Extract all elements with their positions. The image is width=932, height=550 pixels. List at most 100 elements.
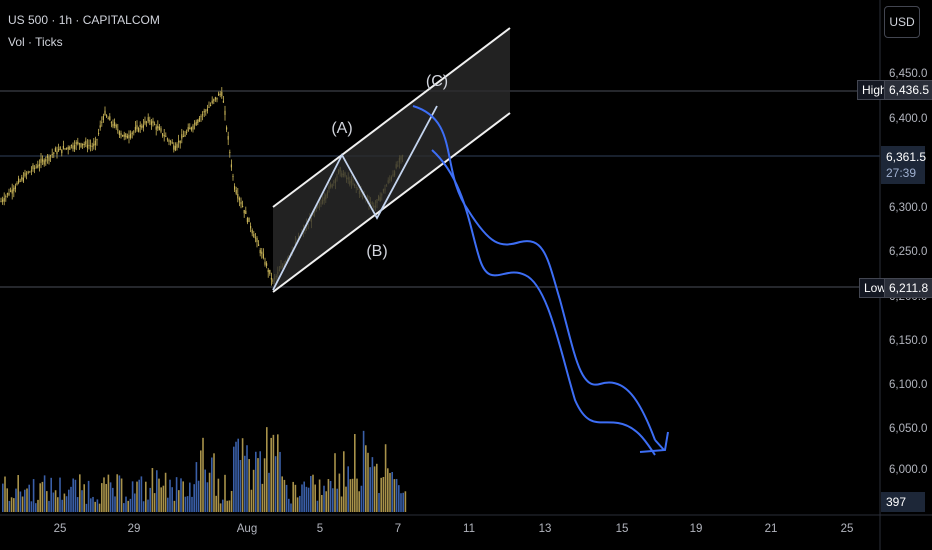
volume-bar <box>281 476 283 512</box>
volume-bar <box>156 470 158 512</box>
volume-bar <box>43 475 46 512</box>
volume-bar <box>15 488 17 512</box>
volume-bar <box>272 434 275 512</box>
volume-bar <box>252 469 255 512</box>
candle-body <box>93 143 95 147</box>
volume-bar <box>378 493 380 512</box>
time-tick: 7 <box>394 523 402 535</box>
volume-bar <box>208 472 211 512</box>
candle-body <box>226 127 228 130</box>
volume-bar <box>402 492 404 512</box>
candle-body <box>19 180 21 182</box>
candle-body <box>269 269 271 274</box>
candle-body <box>206 108 208 111</box>
volume-bar <box>360 485 363 512</box>
volume-bar <box>17 475 19 512</box>
volume-bar <box>131 481 134 512</box>
volume-bar <box>180 478 182 512</box>
price-tick-6050: 6,050.0 <box>889 423 928 435</box>
volume-bar <box>145 481 147 512</box>
candle-body <box>74 144 76 150</box>
volume-bar <box>389 472 391 512</box>
volume-bar <box>270 437 272 512</box>
candle-body <box>102 115 104 120</box>
candle-body <box>139 124 141 127</box>
candle-body <box>91 145 93 147</box>
volume-bar <box>400 493 402 512</box>
volume-bar <box>277 434 279 512</box>
candle-body <box>118 131 120 135</box>
candle-body <box>157 126 159 129</box>
candle-body <box>229 152 231 154</box>
candle-body <box>186 131 188 133</box>
candle-body <box>147 117 149 122</box>
volume-bar <box>68 489 70 512</box>
candle-body <box>256 237 258 242</box>
volume-bar <box>28 484 30 512</box>
volume-bar <box>226 500 228 512</box>
volume-bar <box>327 479 330 512</box>
time-tick: 19 <box>689 523 703 535</box>
volume-bar <box>376 463 378 512</box>
candle-body <box>242 206 244 208</box>
volume-bar <box>147 499 149 512</box>
volume-indicator-label[interactable]: Vol · Ticks <box>8 35 63 49</box>
volume-bar <box>79 474 81 512</box>
candle-body <box>224 110 226 115</box>
volume-bar <box>169 479 171 512</box>
candle-body <box>106 115 108 117</box>
candle-body <box>62 145 64 149</box>
volume-bar <box>72 478 74 512</box>
candle-body <box>270 277 272 280</box>
volume-bar <box>182 481 184 512</box>
candle-body <box>82 143 84 146</box>
candle-body <box>142 124 144 128</box>
candle-body <box>35 166 37 168</box>
price-tick-6150: 6,150.0 <box>889 335 928 347</box>
candle-body <box>54 148 56 152</box>
currency-button[interactable]: USD <box>884 6 920 38</box>
volume-bar <box>151 468 154 512</box>
volume-bar <box>87 480 90 512</box>
volume-bar <box>142 501 145 512</box>
volume-bar <box>189 482 191 512</box>
volume-bar <box>222 499 224 512</box>
volume-bar <box>235 441 237 512</box>
volume-bar <box>307 487 310 512</box>
volume-bar <box>76 497 79 512</box>
volume-bar <box>200 450 202 512</box>
volume-bar <box>404 491 407 512</box>
volume-bar <box>26 488 28 512</box>
candle-body <box>70 144 72 147</box>
volume-bar <box>314 484 316 512</box>
volume-bar <box>52 492 55 512</box>
volume-bar <box>118 475 121 512</box>
volume-bar <box>171 487 173 512</box>
volume-bar <box>266 427 268 512</box>
volume-bar <box>261 483 264 512</box>
volume-bar <box>279 451 281 512</box>
volume-bar <box>204 469 206 512</box>
volume-bar <box>24 489 26 512</box>
bar-countdown: 27:39 <box>886 166 917 180</box>
symbol-title[interactable]: US 500 · 1h · CAPITALCOM <box>8 13 160 27</box>
volume-bar <box>382 476 385 512</box>
candle-body <box>160 128 162 132</box>
candle-body <box>80 143 82 147</box>
candle-body <box>30 170 32 172</box>
volume-bar <box>351 478 354 512</box>
candle-body <box>21 177 23 180</box>
channel-fill <box>273 28 510 292</box>
candle-body <box>155 126 157 130</box>
volume-bar <box>215 495 217 512</box>
candle-body <box>195 121 197 126</box>
volume-bar <box>134 493 136 512</box>
volume-bar <box>123 503 125 512</box>
current-price-value: 6,361.5 <box>886 150 927 164</box>
candle-body <box>125 133 127 138</box>
volume-bar <box>32 479 35 512</box>
volume-bar <box>193 484 195 512</box>
volume-bar <box>173 500 176 512</box>
candle-body <box>32 165 34 170</box>
